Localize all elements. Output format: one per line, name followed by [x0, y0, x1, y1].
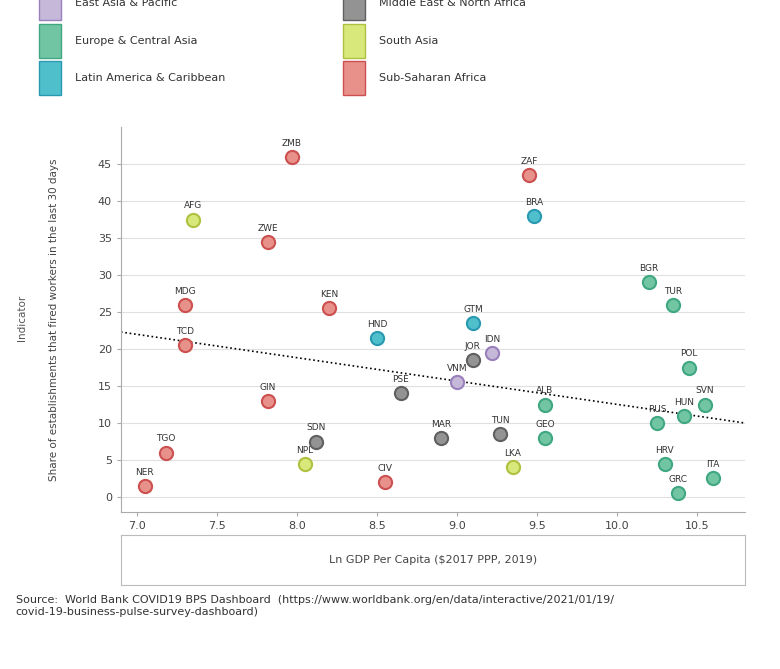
Point: [378, 477, 391, 488]
FancyBboxPatch shape: [343, 62, 365, 96]
Text: SVN: SVN: [696, 387, 714, 395]
Point: [699, 399, 711, 410]
Text: AFG: AFG: [184, 201, 202, 211]
Text: ITA: ITA: [706, 460, 720, 470]
Y-axis label: Share of establishments that fired workers in the last 30 days: Share of establishments that fired worke…: [49, 158, 58, 481]
Text: GRC: GRC: [668, 475, 687, 484]
Text: Middle East & North Africa: Middle East & North Africa: [379, 0, 526, 8]
Text: TCD: TCD: [176, 327, 194, 337]
Point: [370, 332, 383, 343]
Point: [667, 299, 679, 310]
Text: TUN: TUN: [491, 416, 509, 425]
Text: MAR: MAR: [431, 419, 451, 429]
Text: NPL: NPL: [296, 446, 314, 455]
Text: Europe & Central Asia: Europe & Central Asia: [75, 36, 197, 45]
Point: [539, 399, 551, 410]
Point: [466, 355, 479, 365]
Text: MDG: MDG: [174, 286, 196, 296]
Text: CIV: CIV: [378, 464, 392, 473]
Point: [285, 151, 298, 162]
FancyBboxPatch shape: [39, 23, 61, 58]
Text: GTM: GTM: [463, 305, 483, 314]
Text: GEO: GEO: [535, 419, 555, 429]
FancyBboxPatch shape: [343, 23, 365, 58]
Text: HUN: HUN: [674, 397, 694, 407]
Point: [159, 448, 172, 458]
Text: HND: HND: [367, 320, 387, 329]
Text: BRA: BRA: [525, 198, 543, 207]
Text: Indicator: Indicator: [17, 294, 27, 341]
Text: SDN: SDN: [307, 423, 326, 432]
Text: South Asia: South Asia: [379, 36, 438, 45]
Text: TGO: TGO: [156, 434, 176, 444]
Text: JOR: JOR: [465, 342, 480, 351]
FancyBboxPatch shape: [39, 0, 61, 20]
Text: TUR: TUR: [664, 286, 682, 296]
FancyBboxPatch shape: [343, 0, 365, 20]
Point: [494, 429, 506, 440]
Text: ZWE: ZWE: [257, 223, 278, 233]
Text: PSE: PSE: [392, 375, 410, 384]
Text: Ln GDP Per Capita ($2017 PPP, 2019): Ln GDP Per Capita ($2017 PPP, 2019): [329, 555, 537, 565]
Text: Latin America & Caribbean: Latin America & Caribbean: [75, 74, 225, 84]
Point: [310, 436, 322, 447]
Text: ALB: ALB: [537, 387, 554, 395]
Point: [466, 318, 479, 328]
Text: VNM: VNM: [447, 364, 467, 373]
Point: [678, 410, 690, 421]
Text: KEN: KEN: [320, 290, 338, 299]
Text: HRV: HRV: [655, 446, 674, 455]
Point: [323, 303, 335, 314]
Point: [299, 458, 311, 469]
Point: [179, 299, 191, 310]
Point: [262, 236, 275, 247]
FancyBboxPatch shape: [39, 62, 61, 96]
Text: LKA: LKA: [505, 450, 521, 458]
Text: ZAF: ZAF: [520, 157, 537, 166]
Point: [539, 432, 551, 443]
Point: [682, 362, 695, 373]
Text: East Asia & Pacific: East Asia & Pacific: [75, 0, 177, 8]
Text: BGR: BGR: [640, 264, 658, 274]
Point: [262, 395, 275, 406]
Point: [451, 377, 463, 387]
Text: NER: NER: [136, 468, 154, 477]
Point: [527, 211, 540, 221]
Point: [658, 458, 671, 469]
Point: [395, 388, 407, 399]
Text: Sub-Saharan Africa: Sub-Saharan Africa: [379, 74, 487, 84]
Text: POL: POL: [680, 349, 697, 359]
Text: RUS: RUS: [647, 405, 666, 414]
Text: IDN: IDN: [484, 334, 500, 344]
Point: [672, 488, 684, 498]
Text: Source:  World Bank COVID19 BPS Dashboard  (https://www.worldbank.org/en/data/in: Source: World Bank COVID19 BPS Dashboard…: [16, 595, 614, 617]
Text: ZMB: ZMB: [282, 138, 302, 148]
Point: [643, 277, 655, 288]
Point: [434, 432, 447, 443]
Point: [186, 214, 199, 225]
Point: [486, 347, 498, 358]
Point: [507, 462, 519, 473]
Point: [651, 417, 663, 428]
Point: [139, 480, 151, 491]
Point: [707, 473, 719, 484]
Text: GIN: GIN: [260, 383, 276, 392]
Point: [523, 170, 535, 181]
Point: [179, 340, 191, 351]
